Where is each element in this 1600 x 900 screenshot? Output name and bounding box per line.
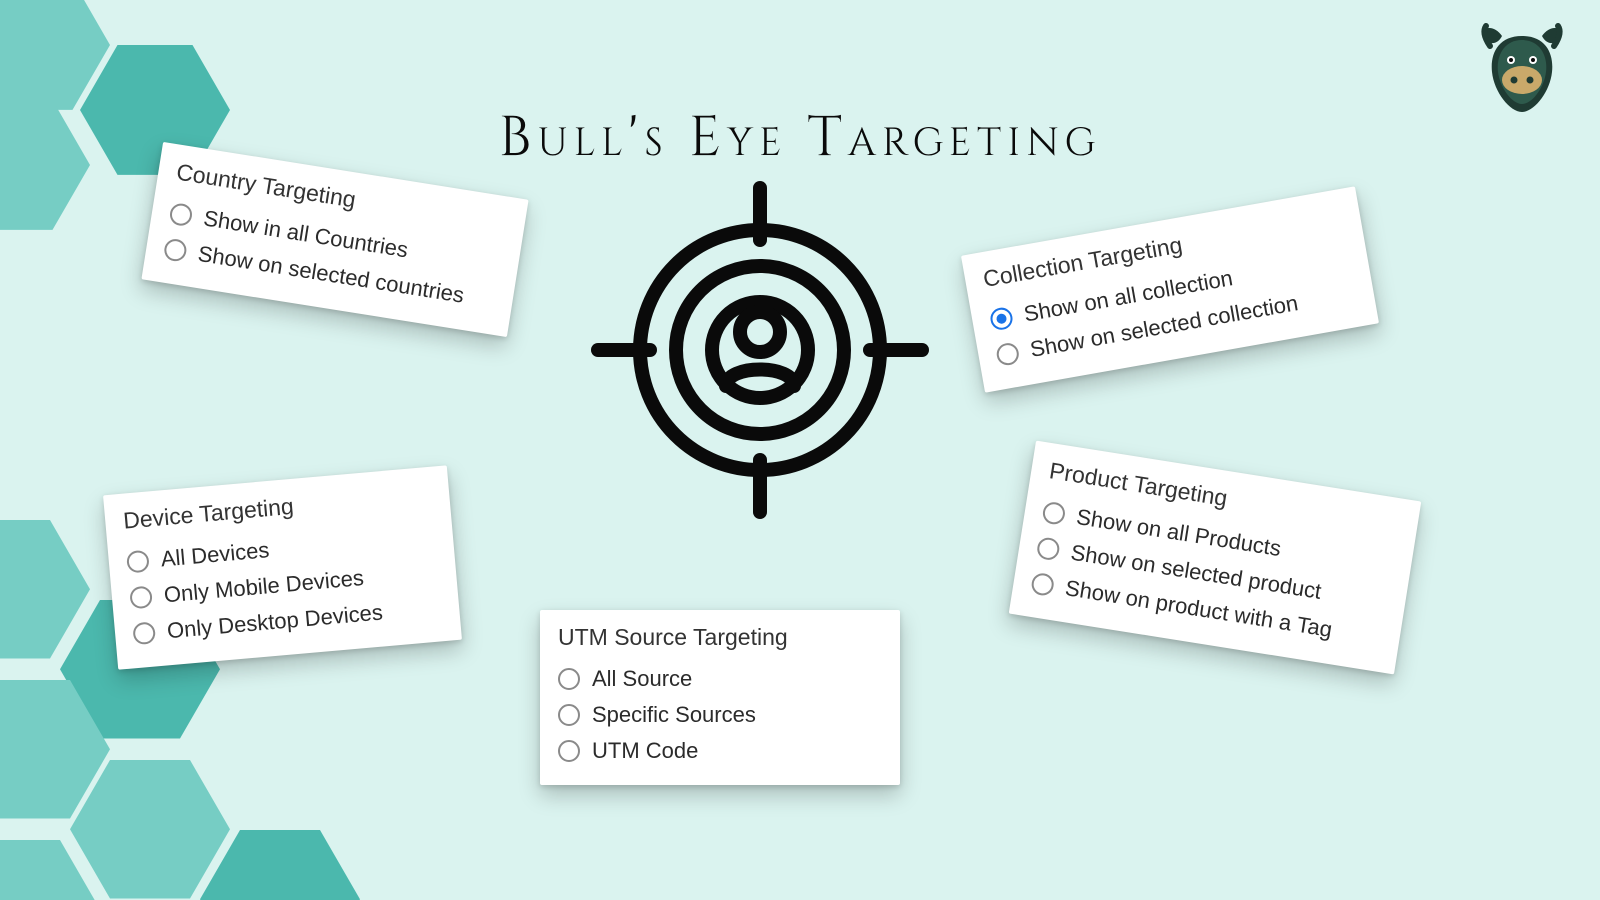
- radio-icon[interactable]: [558, 668, 580, 690]
- radio-label: Specific Sources: [592, 702, 756, 728]
- radio-icon[interactable]: [168, 202, 193, 227]
- radio-icon[interactable]: [1036, 536, 1061, 561]
- radio-icon[interactable]: [558, 704, 580, 726]
- card-title: UTM Source Targeting: [558, 624, 878, 651]
- bull-logo-icon: [1472, 18, 1572, 118]
- radio-icon[interactable]: [1041, 501, 1066, 526]
- crosshair-person-icon: [590, 180, 930, 520]
- card-product-targeting: Product TargetingShow on all ProductsSho…: [1009, 441, 1422, 675]
- radio-icon[interactable]: [1030, 572, 1055, 597]
- radio-option[interactable]: Specific Sources: [558, 697, 878, 733]
- card-device-targeting: Device TargetingAll DevicesOnly Mobile D…: [103, 465, 462, 669]
- hexagon-shape: [200, 830, 360, 900]
- radio-icon[interactable]: [132, 621, 156, 645]
- radio-option[interactable]: All Source: [558, 661, 878, 697]
- radio-label: UTM Code: [592, 738, 698, 764]
- radio-icon[interactable]: [989, 306, 1014, 331]
- hexagon-shape: [0, 520, 90, 659]
- radio-option[interactable]: UTM Code: [558, 733, 878, 769]
- radio-icon[interactable]: [126, 550, 150, 574]
- radio-label: All Devices: [160, 537, 271, 572]
- radio-label: All Source: [592, 666, 692, 692]
- card-utm-targeting: UTM Source Targeting All Source Specific S…: [540, 610, 900, 785]
- radio-icon[interactable]: [129, 586, 153, 610]
- radio-icon[interactable]: [558, 740, 580, 762]
- card-collection-targeting: Collection TargetingShow on all collecti…: [961, 186, 1379, 392]
- radio-icon[interactable]: [995, 341, 1020, 366]
- radio-icon[interactable]: [163, 238, 188, 263]
- hexagon-shape: [70, 760, 230, 899]
